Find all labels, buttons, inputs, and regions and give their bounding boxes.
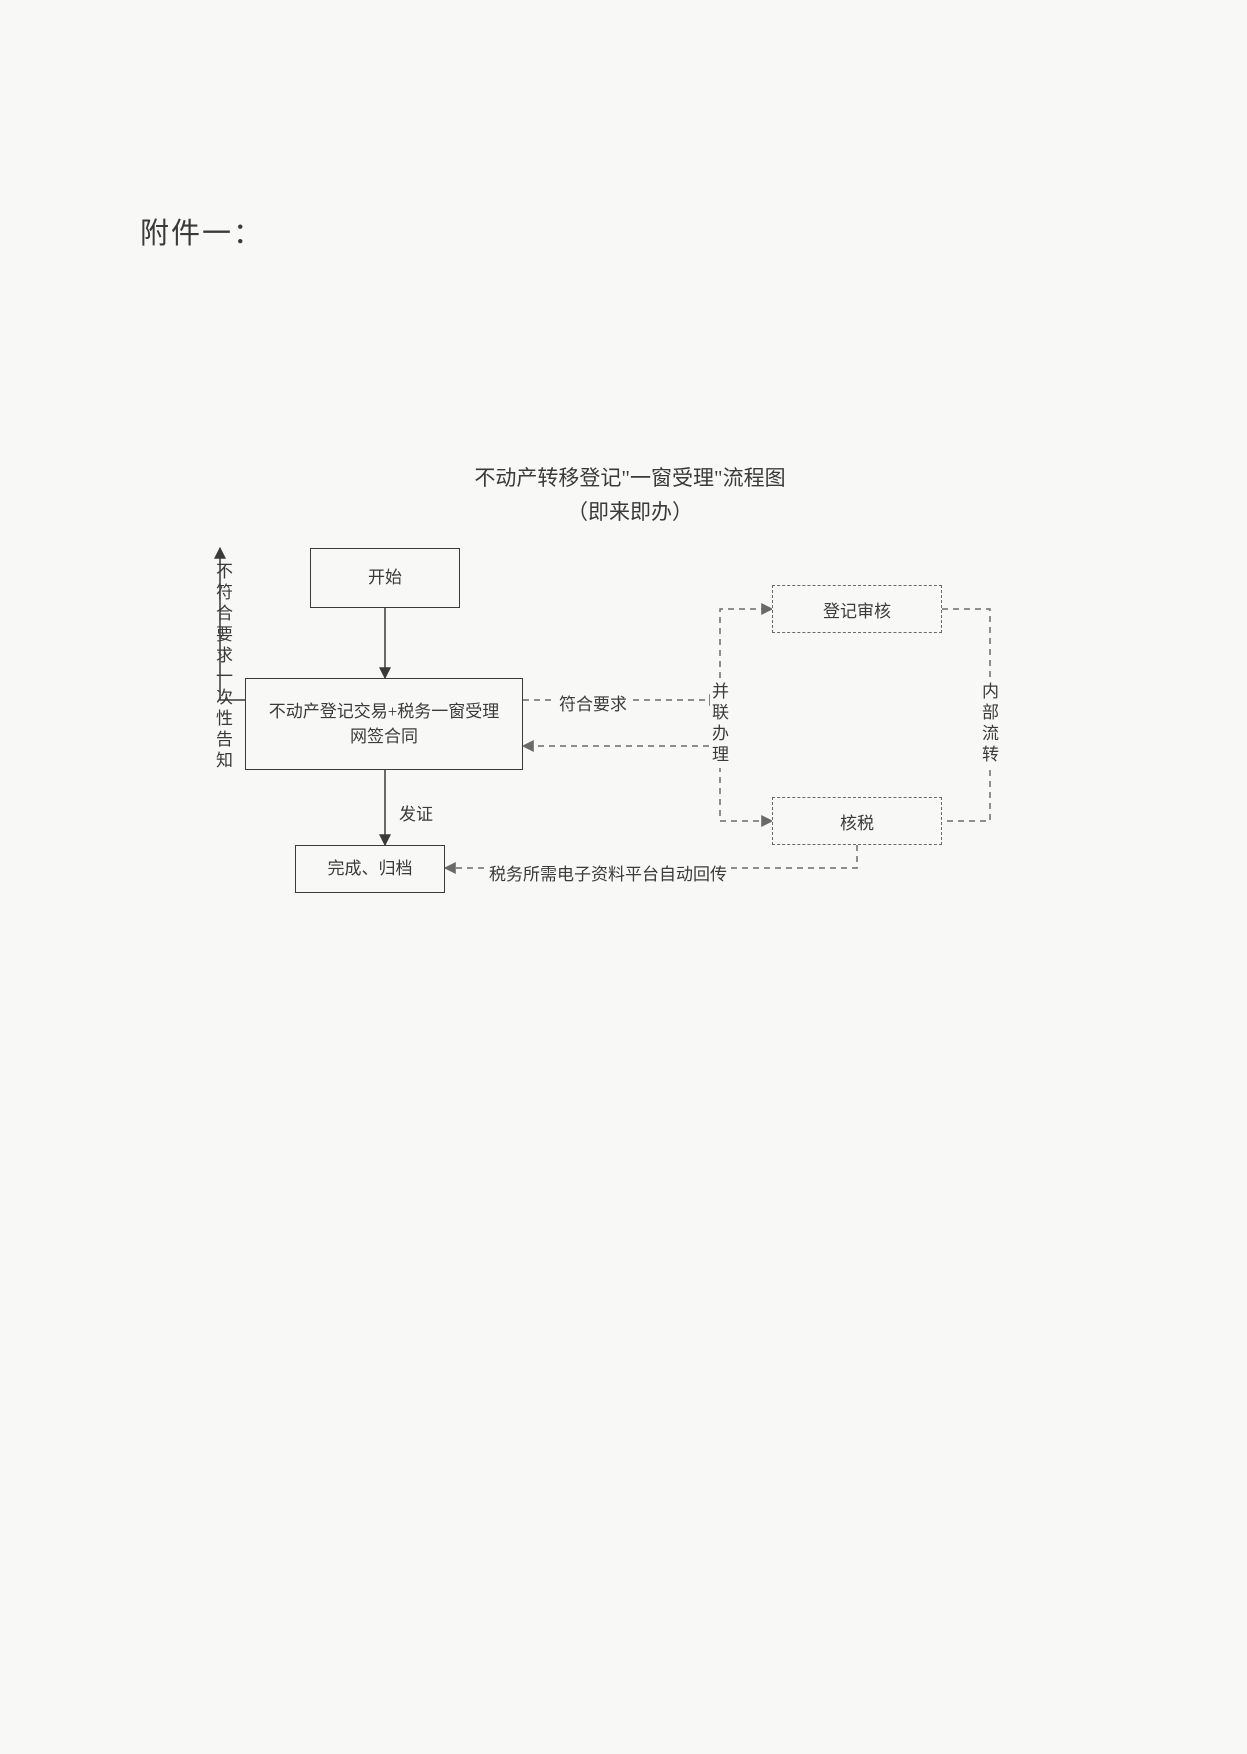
edge-label-internal: 内部流转 — [980, 680, 997, 768]
flowchart-title: 不动产转移登记"一窗受理"流程图 （即来即办） — [380, 462, 880, 529]
node-accept-line1: 不动产登记交易+税务一窗受理 — [269, 699, 500, 725]
node-tax-label: 核税 — [840, 809, 874, 834]
title-line1: 不动产转移登记"一窗受理"流程图 — [380, 462, 880, 496]
node-review: 登记审核 — [772, 585, 942, 633]
node-review-label: 登记审核 — [823, 597, 891, 622]
node-start-label: 开始 — [368, 565, 402, 591]
node-accept: 不动产登记交易+税务一窗受理 网签合同 — [245, 678, 523, 770]
node-done-label: 完成、归档 — [328, 856, 413, 882]
node-accept-line2: 网签合同 — [350, 724, 418, 750]
edge-label-issue: 发证 — [395, 800, 437, 825]
node-start: 开始 — [310, 548, 460, 608]
page-heading: 附件一： — [140, 210, 264, 252]
title-line2: （即来即办） — [380, 496, 880, 530]
edge-label-reject: 不符合要求一次性告知 — [214, 562, 231, 772]
edge-label-meets: 符合要求 — [555, 690, 631, 715]
edge-label-return: 税务所需电子资料平台自动回传 — [485, 860, 731, 885]
label-parallel: 并联办理 — [710, 680, 727, 768]
node-tax: 核税 — [772, 797, 942, 845]
node-done: 完成、归档 — [295, 845, 445, 893]
